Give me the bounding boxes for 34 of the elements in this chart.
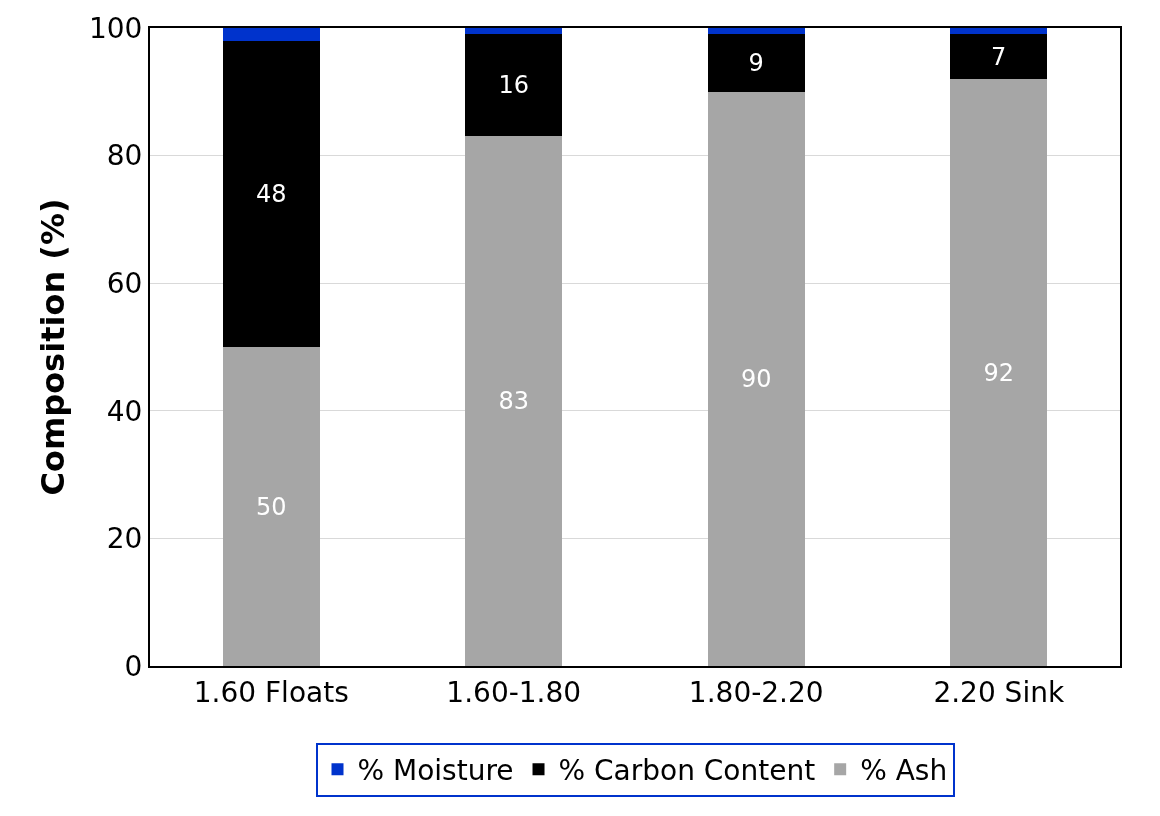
legend-label: % Moisture — [357, 754, 514, 788]
data-label: 90 — [740, 364, 772, 393]
y-tick-label: 20 — [106, 522, 143, 556]
legend-label: % Carbon Content — [558, 754, 816, 788]
data-label: 48 — [255, 179, 287, 208]
bar — [465, 28, 563, 35]
bar — [950, 28, 1048, 35]
data-label: 92 — [983, 358, 1015, 387]
legend-label: % Ash — [860, 754, 948, 788]
bar — [707, 34, 805, 92]
x-tick-label: 2.20 Sink — [933, 675, 1065, 709]
y-tick-label: 80 — [106, 139, 143, 173]
bar — [222, 28, 320, 41]
data-label: 16 — [498, 71, 530, 100]
x-tick-label: 1.60-1.80 — [446, 675, 582, 709]
y-tick-label: 40 — [106, 394, 143, 428]
y-axis-title: Composition (%) — [33, 198, 72, 496]
y-tick-label: 0 — [124, 649, 143, 683]
bar — [222, 347, 320, 666]
bar — [707, 91, 805, 666]
data-label: 83 — [498, 387, 530, 416]
bar — [465, 136, 563, 666]
bar — [950, 34, 1048, 80]
y-tick-label: 100 — [88, 11, 143, 45]
x-tick-label: 1.80-2.20 — [688, 675, 824, 709]
data-label: 7 — [991, 42, 1007, 71]
x-tick-label: 1.60 Floats — [193, 675, 349, 709]
bar — [707, 28, 805, 35]
bar — [950, 79, 1048, 666]
bar — [465, 34, 563, 137]
bar — [222, 40, 320, 347]
y-tick-label: 60 — [106, 267, 143, 300]
data-label: 9 — [748, 49, 764, 78]
data-label: 50 — [255, 492, 287, 521]
